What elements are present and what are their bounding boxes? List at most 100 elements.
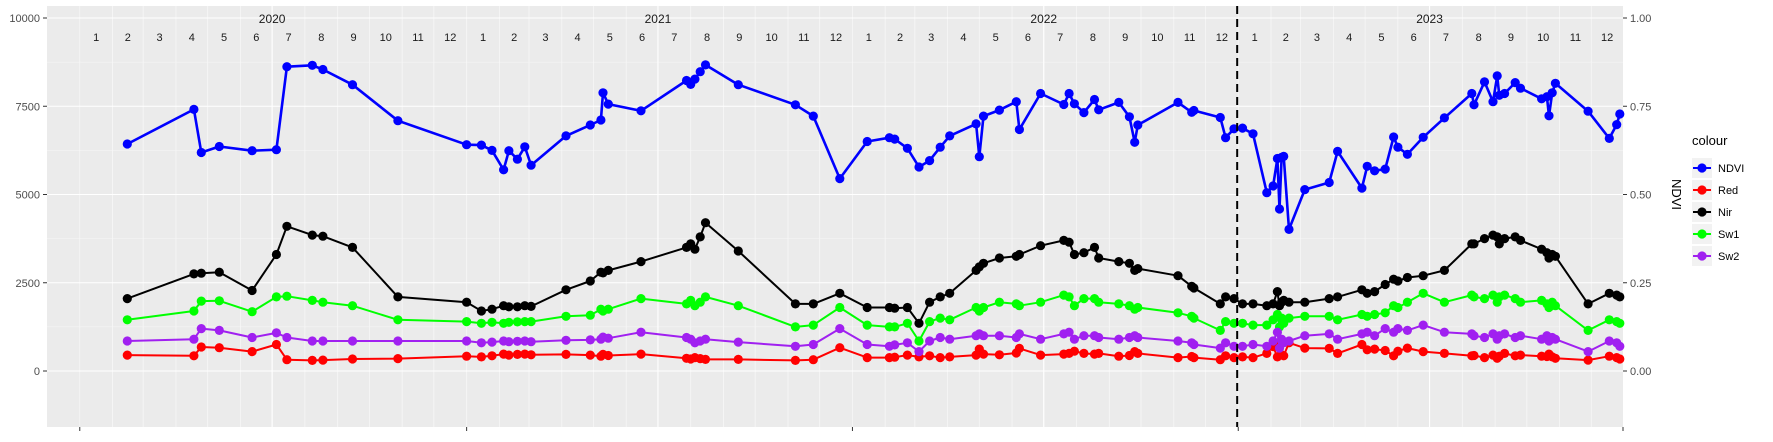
data-point-ndvi	[1393, 142, 1403, 152]
data-point-sw1	[835, 302, 845, 313]
data-point-sw2	[1362, 327, 1372, 337]
data-point-ndvi	[1612, 120, 1622, 130]
data-point-red	[512, 349, 523, 359]
data-point-ndvi	[271, 145, 281, 155]
data-point-sw1	[790, 322, 801, 332]
data-point-sw1	[347, 301, 358, 311]
y-left-tick-label: 2500	[16, 278, 40, 290]
legend-key-point	[1697, 251, 1707, 261]
data-point-sw2	[808, 339, 818, 350]
month-label: 1	[93, 32, 99, 44]
series-red	[122, 338, 1625, 365]
data-point-ndvi	[1114, 97, 1124, 107]
data-point-ndvi	[307, 60, 317, 70]
data-point-sw2	[1268, 336, 1278, 346]
data-point-ndvi	[1604, 133, 1614, 143]
data-point-sw2	[1615, 341, 1625, 351]
data-point-sw1	[862, 320, 872, 330]
data-point-nir	[1604, 288, 1614, 298]
data-point-ndvi	[596, 115, 606, 125]
legend-item-nir: Nir	[1692, 202, 1732, 222]
data-point-ndvi	[487, 145, 497, 155]
data-point-nir	[1079, 248, 1089, 258]
x-axis-bottom	[79, 427, 1624, 431]
data-point-red	[526, 350, 536, 360]
data-point-nir	[945, 288, 955, 298]
data-point-nir	[1615, 292, 1625, 302]
data-point-sw2	[1036, 334, 1046, 344]
data-point-sw2	[504, 337, 514, 347]
series-nir	[122, 218, 1625, 328]
month-label: 1	[480, 32, 486, 44]
data-point-red	[1604, 351, 1614, 361]
data-point-red	[189, 351, 199, 361]
data-point-nir	[1284, 297, 1294, 307]
data-point-ndvi	[1583, 106, 1593, 116]
data-point-sw2	[307, 336, 317, 346]
data-point-red	[1402, 343, 1412, 353]
data-point-ndvi	[1221, 133, 1231, 143]
data-point-sw2	[1604, 336, 1614, 346]
data-point-nir	[1469, 239, 1479, 249]
data-point-sw1	[476, 318, 486, 328]
data-point-sw1	[1014, 301, 1024, 311]
data-point-red	[487, 351, 497, 361]
data-point-ndvi	[1333, 146, 1343, 156]
data-point-nir	[196, 268, 206, 278]
y-right-tick-label: 0.00	[1630, 366, 1651, 378]
data-point-sw1	[1515, 297, 1526, 307]
data-point-sw2	[1014, 329, 1024, 339]
data-point-red	[307, 355, 317, 365]
data-point-sw2	[902, 338, 913, 348]
data-point-red	[835, 343, 845, 353]
month-label: 5	[607, 32, 613, 44]
y-right-tick-label: 0.75	[1630, 101, 1651, 113]
year-label: 2020	[259, 12, 286, 26]
data-point-ndvi	[1515, 83, 1526, 93]
month-label: 10	[1537, 32, 1549, 44]
data-point-sw1	[733, 301, 743, 311]
data-point-sw1	[307, 295, 317, 305]
data-point-ndvi	[1357, 183, 1367, 193]
month-label: 6	[253, 32, 259, 44]
year-labels: 2020 2021 2022 2023	[259, 12, 1443, 26]
data-point-red	[1069, 346, 1079, 356]
data-point-red	[603, 350, 613, 361]
data-point-ndvi	[1130, 137, 1140, 147]
data-point-nir	[1189, 283, 1199, 293]
data-point-sw1	[1469, 292, 1479, 302]
legend-label: NDVI	[1718, 163, 1744, 175]
legend: colour NDVI Red Nir Sw1 Sw2	[1692, 133, 1744, 266]
data-point-nir	[1439, 265, 1449, 275]
data-point-sw2	[512, 336, 523, 346]
data-point-sw1	[1615, 318, 1625, 328]
data-point-ndvi	[462, 140, 472, 150]
data-point-nir	[1272, 287, 1282, 297]
data-point-sw1	[1221, 317, 1231, 327]
data-point-red	[1362, 345, 1372, 355]
data-point-red	[1380, 345, 1390, 356]
data-point-red	[1515, 350, 1526, 360]
month-label: 11	[412, 32, 423, 44]
data-point-sw2	[1237, 341, 1248, 351]
data-point-sw1	[808, 320, 818, 330]
data-point-nir	[603, 265, 613, 275]
month-label: 5	[1378, 32, 1384, 44]
data-point-red	[476, 352, 486, 362]
data-point-ndvi	[1418, 132, 1428, 142]
data-point-sw2	[1402, 325, 1412, 335]
data-point-nir	[1492, 232, 1502, 242]
data-point-sw1	[1189, 313, 1199, 323]
month-label: 6	[1025, 32, 1031, 44]
y-axis-left: 0 2500 5000 7500 10000	[9, 13, 47, 378]
data-point-sw1	[1550, 301, 1560, 311]
data-point-sw1	[1133, 302, 1143, 313]
data-point-ndvi	[499, 165, 509, 175]
data-point-sw1	[1114, 299, 1124, 309]
legend-key-point	[1697, 207, 1707, 217]
data-point-sw1	[1380, 308, 1390, 318]
data-point-ndvi	[1173, 97, 1183, 107]
data-point-red	[1479, 353, 1490, 363]
data-point-nir	[994, 253, 1005, 263]
data-point-sw1	[890, 322, 900, 332]
